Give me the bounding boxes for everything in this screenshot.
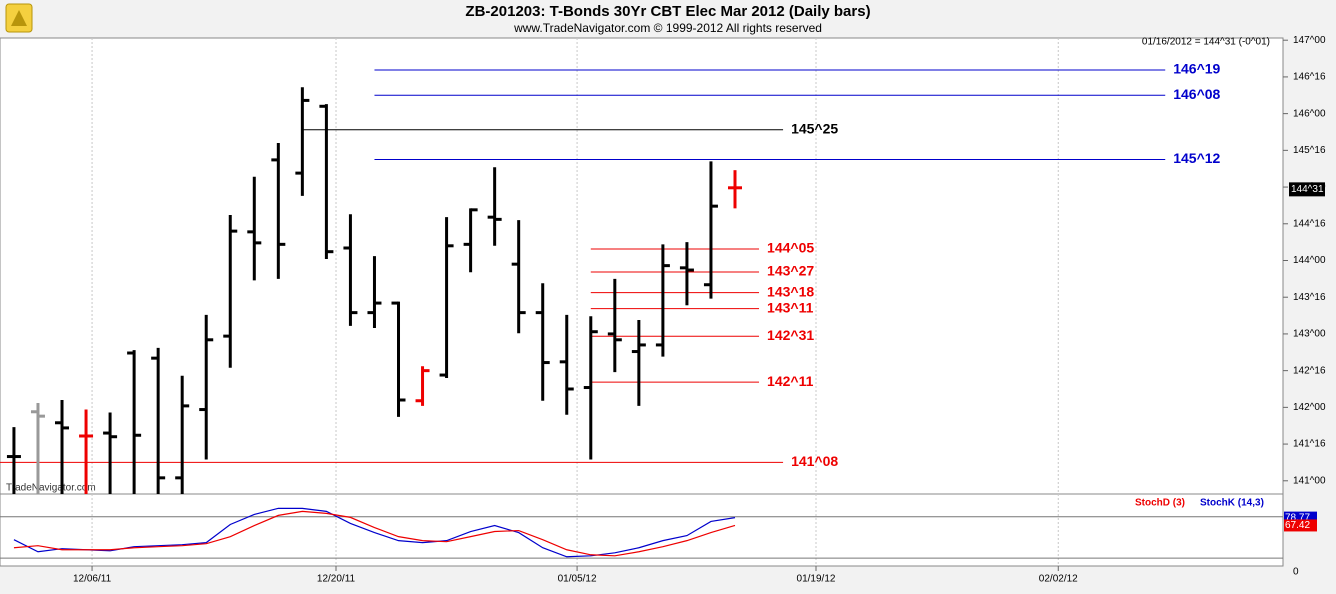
x-tick-label: 12/06/11 <box>73 574 112 585</box>
x-tick-label: 02/02/12 <box>1039 574 1078 585</box>
logo <box>5 3 33 33</box>
last-value-label: 78.77 <box>1285 512 1310 523</box>
y-tick-label: 141^16 <box>1293 439 1326 450</box>
price-plot <box>0 69 1166 494</box>
last-value-label: 67.42 <box>1285 520 1310 531</box>
level-label: 142^11 <box>767 373 814 389</box>
level-label: 144^05 <box>767 240 814 256</box>
x-tick-label: 01/05/12 <box>558 574 597 585</box>
level-label: 146^08 <box>1173 86 1220 102</box>
y-tick-label: 147^00 <box>1293 35 1326 46</box>
level-label: 143^27 <box>767 263 814 279</box>
level-label: 143^11 <box>767 299 814 315</box>
y-tick-label: 144^00 <box>1293 255 1326 266</box>
level-label: 145^12 <box>1173 150 1220 166</box>
chart-title: ZB-201203: T-Bonds 30Yr CBT Elec Mar 201… <box>465 3 870 20</box>
level-label: 143^18 <box>767 283 814 299</box>
stoch-line <box>13 510 736 557</box>
y-tick-label: 142^16 <box>1293 365 1326 376</box>
y-tick-label: 145^16 <box>1293 145 1326 156</box>
x-tick-label: 12/20/11 <box>317 574 356 585</box>
x-tick-label: 01/19/12 <box>797 574 836 585</box>
y-tick-label: 143^00 <box>1293 329 1326 340</box>
last-price-box <box>1289 182 1325 197</box>
y-tick-label: 143^16 <box>1293 292 1326 303</box>
legend-entry: StochK (14,3) <box>1200 498 1264 509</box>
y-tick-label: 142^00 <box>1293 402 1326 413</box>
level-label: 145^25 <box>791 120 838 136</box>
y-tick-label: 0 <box>1293 567 1299 578</box>
legend-entry: StochD (3) <box>1135 498 1185 509</box>
level-label: 142^31 <box>767 327 814 343</box>
stoch-line <box>13 507 736 558</box>
watermark: TradeNavigator.com <box>6 483 96 494</box>
stoch-plot <box>0 507 1283 559</box>
y-tick-label: 146^16 <box>1293 72 1326 83</box>
y-tick-label: 144^16 <box>1293 218 1326 229</box>
y-tick-label: 146^00 <box>1293 108 1326 119</box>
level-label: 141^08 <box>791 453 838 469</box>
stoch-pane <box>0 493 1284 567</box>
level-label: 146^19 <box>1173 61 1220 77</box>
last-value-box <box>1284 519 1317 532</box>
chart-subtitle: www.TradeNavigator.com © 1999-2012 All r… <box>513 21 822 35</box>
last-price-label: 144^31 <box>1291 184 1324 195</box>
price-annotation: 01/16/2012 = 144^31 (-0^01) <box>1142 37 1270 48</box>
y-tick-label: 141^00 <box>1293 475 1326 486</box>
price-pane <box>0 37 1284 495</box>
